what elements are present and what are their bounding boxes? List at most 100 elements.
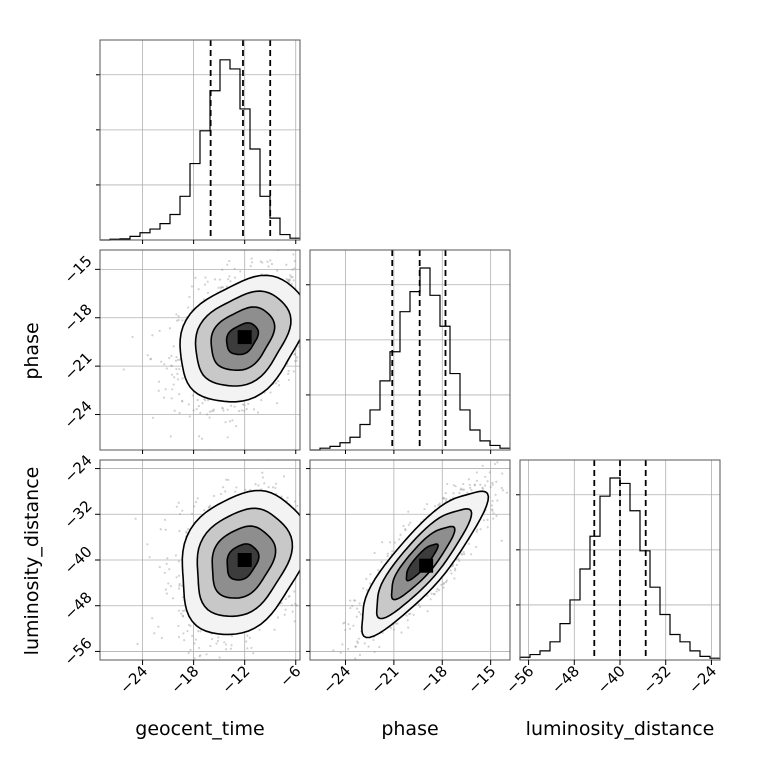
scatter-point <box>344 628 347 632</box>
scatter-point <box>479 528 482 531</box>
scatter-point <box>167 582 170 585</box>
scatter-point <box>282 475 286 478</box>
scatter-point <box>168 568 171 571</box>
scatter-point <box>372 638 375 642</box>
scatter-point <box>177 501 180 504</box>
scatter-point <box>233 405 236 408</box>
xlabel-geocent-time: geocent_time <box>135 718 264 740</box>
scatter-point <box>162 396 166 399</box>
scatter-point <box>305 266 307 268</box>
scatter-point <box>175 367 178 371</box>
scatter-point <box>165 562 168 565</box>
scatter-point <box>267 265 270 268</box>
scatter-point <box>241 403 245 406</box>
contour-line-1 <box>390 525 456 601</box>
scatter-point <box>275 402 279 405</box>
scatter-point <box>177 624 180 628</box>
scatter-point <box>377 569 380 572</box>
scatter-point <box>462 488 466 491</box>
scatter-point <box>327 372 329 374</box>
scatter-point <box>178 584 181 587</box>
scatter-point <box>330 610 332 612</box>
scatter-point <box>229 647 233 650</box>
contour-line-0 <box>226 543 260 581</box>
scatter-point <box>243 409 246 412</box>
scatter-point <box>492 512 495 515</box>
scatter-point <box>339 651 342 654</box>
scatter-point <box>274 482 278 485</box>
scatter-point <box>316 504 318 506</box>
scatter-point <box>493 462 497 466</box>
scatter-point <box>188 295 191 298</box>
scatter-point <box>188 415 191 418</box>
scatter-point <box>287 278 290 282</box>
scatter-point <box>294 359 297 363</box>
scatter-point <box>352 624 355 627</box>
scatter-point <box>458 559 461 563</box>
scatter-point <box>164 388 167 391</box>
scatter-point <box>491 509 494 512</box>
scatter-point <box>177 318 180 322</box>
scatter-point <box>293 352 296 356</box>
scatter-point <box>210 410 213 413</box>
scatter-point <box>292 253 295 256</box>
scatter-point <box>237 409 241 413</box>
scatter-point <box>284 597 288 601</box>
scatter-point <box>170 354 173 357</box>
scatter-point <box>219 286 222 289</box>
scatter-point <box>317 536 319 538</box>
scatter-point <box>274 486 277 490</box>
scatter-point <box>359 613 363 616</box>
scatter-point <box>165 367 168 370</box>
scatter-point <box>201 437 204 440</box>
scatter-point <box>354 645 357 648</box>
scatter-point <box>311 534 313 536</box>
scatter-point <box>228 260 231 263</box>
scatter-point <box>301 347 303 349</box>
scatter-point <box>151 416 155 419</box>
xtick-label-geocent_time-1: −18 <box>167 662 202 697</box>
scatter-point <box>204 276 207 279</box>
scatter-point <box>227 478 230 481</box>
scatter-point <box>426 610 429 613</box>
scatter-point <box>305 565 307 567</box>
scatter-point <box>358 653 362 656</box>
scatter-point <box>181 615 184 618</box>
ytick-label-luminosity_distance-0: −56 <box>61 634 96 669</box>
scatter-point <box>208 410 211 413</box>
scatter-point <box>505 491 509 494</box>
scatter-point <box>206 280 209 283</box>
scatter-point <box>311 287 313 289</box>
scatter-point <box>233 276 237 279</box>
scatter-point <box>151 617 154 620</box>
scatter-point <box>437 504 440 507</box>
scatter-point <box>495 514 498 517</box>
scatter-point <box>355 615 358 618</box>
ylabel-phase: phase <box>21 322 43 379</box>
scatter-point <box>491 481 494 484</box>
hist-bars-luminosity_distance <box>519 477 720 660</box>
scatter-point <box>294 500 297 503</box>
joint-panel-phase-vs-luminosity_distance <box>309 459 511 661</box>
hist-bars-geocent_time <box>100 59 300 241</box>
scatter-point <box>197 404 200 408</box>
scatter-point <box>227 243 229 245</box>
ytick-label-luminosity_distance-2: −40 <box>61 543 96 578</box>
contour-line-0 <box>405 543 439 582</box>
scatter-point <box>163 518 167 521</box>
scatter-point <box>418 605 422 609</box>
scatter-point <box>406 619 409 622</box>
scatter-point <box>226 408 229 411</box>
scatter-point <box>287 372 290 375</box>
scatter-point <box>221 406 224 409</box>
scatter-point <box>212 409 215 412</box>
scatter-point <box>174 554 178 557</box>
scatter-point <box>443 581 446 585</box>
scatter-point <box>302 339 304 341</box>
scatter-point <box>449 569 452 572</box>
scatter-point <box>199 630 202 633</box>
scatter-point <box>170 364 173 368</box>
scatter-point <box>400 631 403 634</box>
scatter-point <box>185 531 188 534</box>
hist-bars-phase <box>310 267 510 451</box>
